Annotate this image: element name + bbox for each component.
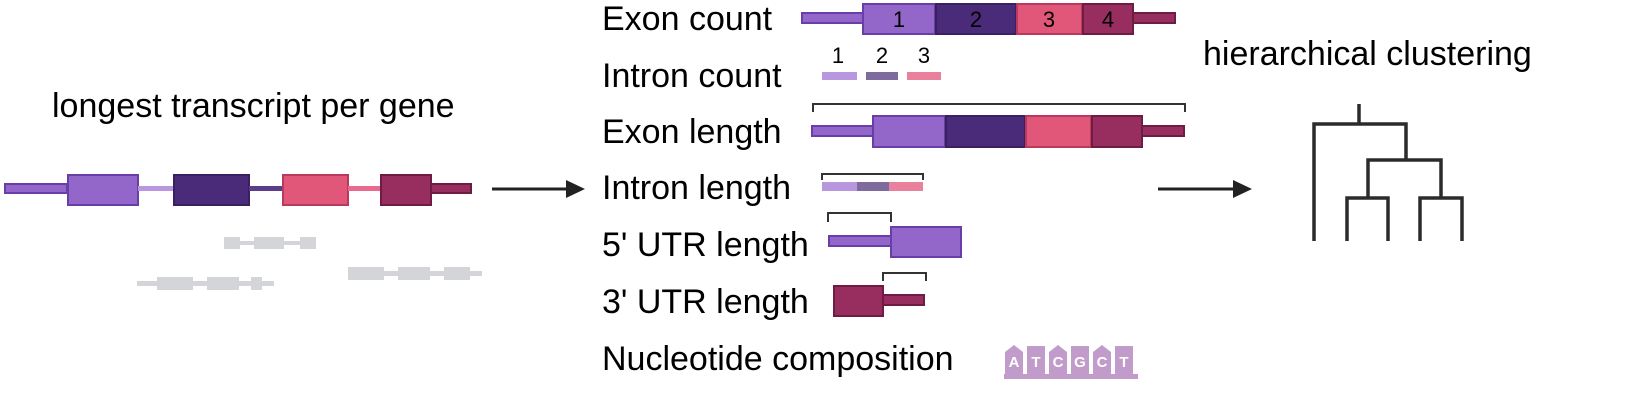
gray-exon: [300, 237, 316, 249]
label-intron-length: Intron length: [602, 169, 791, 207]
intron-count-bar-2: [866, 72, 898, 80]
nucleotide-letter: C: [1053, 354, 1064, 371]
longest-transcript-title: longest transcript per gene: [52, 87, 455, 125]
dendrogram-branch-mid: [1366, 158, 1443, 198]
nucleotide-tile-c2: C: [1093, 345, 1111, 374]
gray-transcripts: [137, 237, 482, 290]
exon-length-exon-4: [1091, 115, 1143, 148]
arrow-to-clustering: [1158, 180, 1252, 198]
transcript-3utr: [430, 183, 472, 194]
exon-count-exon-3: [1016, 3, 1083, 35]
gray-intron: [240, 241, 254, 245]
utr5-segment: [828, 235, 892, 247]
arrow-to-features: [492, 180, 585, 198]
dendrogram: [1312, 104, 1464, 241]
transcript-5utr: [4, 183, 68, 194]
nucleotide-tile-g: G: [1071, 346, 1089, 374]
exon-length-3utr: [1141, 125, 1185, 137]
gray-exon: [251, 277, 262, 290]
gray-exon: [207, 277, 239, 290]
utr5-exon: [890, 226, 962, 258]
nucleotide-tile-t2: T: [1115, 346, 1133, 374]
exon-length-exon-2: [945, 115, 1026, 148]
utr3-length-model: [833, 272, 927, 317]
utr3-segment: [882, 294, 925, 306]
label-nucleotide-composition: Nucleotide composition: [602, 340, 954, 378]
nucleotide-sequence: A T C G C T: [1004, 345, 1138, 379]
gray-exon: [348, 267, 384, 280]
transcript-intron-3: [348, 186, 381, 191]
gray-exon: [444, 267, 470, 280]
gray-exon: [224, 237, 240, 249]
gray-intron: [384, 271, 398, 276]
dendrogram-branch-left: [1345, 196, 1390, 241]
intron-count-model: 1 2 3: [822, 43, 941, 80]
transcript-intron-1: [138, 186, 174, 191]
nucleotide-letter: C: [1097, 354, 1108, 371]
label-exon-length: Exon length: [602, 113, 782, 151]
nucleotide-tile-c: C: [1049, 345, 1067, 374]
label-exon-count: Exon count: [602, 0, 773, 38]
gray-utr: [137, 281, 157, 286]
nucleotide-letter: T: [1119, 354, 1128, 371]
intron-length-bar-3: [889, 182, 923, 191]
exon-length-exon-1: [872, 115, 946, 148]
nucleotide-tile-t: T: [1027, 346, 1045, 374]
utr5-bracket: [827, 212, 892, 222]
exon-number-2: 2: [970, 7, 982, 32]
intron-count-bar-3: [907, 72, 941, 80]
intron-length-bracket: [821, 173, 924, 180]
gray-utr: [470, 271, 482, 276]
exon-count-model: 1 2 3 4: [801, 3, 1176, 35]
gray-intron: [239, 281, 251, 286]
exon-number-3: 3: [1043, 7, 1055, 32]
exon-length-bracket: [812, 103, 1186, 112]
gray-exon: [254, 237, 284, 249]
exon-number-1: 1: [893, 7, 905, 32]
dendrogram-branch-right: [1418, 196, 1464, 241]
intron-number-3: 3: [918, 43, 930, 68]
transcript-intron-2: [249, 186, 283, 191]
utr3-bracket: [882, 272, 927, 281]
exon-count-exon-2: [935, 3, 1017, 35]
intron-length-bar-2: [857, 182, 889, 191]
intron-length-bar-1: [822, 182, 857, 191]
transcript-exon-2: [173, 174, 250, 206]
intron-count-bar-1: [822, 72, 857, 80]
label-intron-count: Intron count: [602, 57, 782, 95]
gray-intron: [284, 241, 300, 245]
exon-length-5utr: [811, 125, 874, 137]
nucleotide-tile-a: A: [1005, 345, 1023, 374]
gray-utr: [262, 281, 274, 286]
gray-intron: [193, 281, 207, 286]
label-5utr-length: 5' UTR length: [602, 226, 809, 264]
utr5-length-model: [827, 212, 962, 258]
intron-number-2: 2: [876, 43, 888, 68]
transcript-exon-3: [282, 174, 349, 206]
intron-number-1: 1: [832, 43, 844, 68]
nucleotide-letter: A: [1009, 354, 1020, 371]
clustering-title: hierarchical clustering: [1203, 35, 1532, 73]
exon-length-exon-3: [1025, 115, 1092, 148]
dendrogram-branch-top: [1312, 122, 1408, 241]
transcript-exon-4: [380, 174, 432, 206]
intron-length-model: [821, 173, 924, 191]
utr3-exon: [833, 285, 884, 317]
nucleotide-baseline: [1004, 374, 1138, 379]
transcript-model: [4, 174, 472, 206]
exon-length-model: [811, 103, 1186, 148]
exon-count-3utr: [1132, 12, 1176, 24]
gray-exon: [398, 267, 430, 280]
exon-count-5utr: [801, 12, 864, 24]
label-3utr-length: 3' UTR length: [602, 283, 809, 321]
gray-exon: [157, 277, 193, 290]
transcript-exon-1: [67, 174, 139, 206]
exon-number-4: 4: [1102, 7, 1114, 32]
nucleotide-letter: G: [1074, 354, 1086, 371]
nucleotide-letter: T: [1031, 354, 1040, 371]
gray-intron: [430, 271, 444, 276]
